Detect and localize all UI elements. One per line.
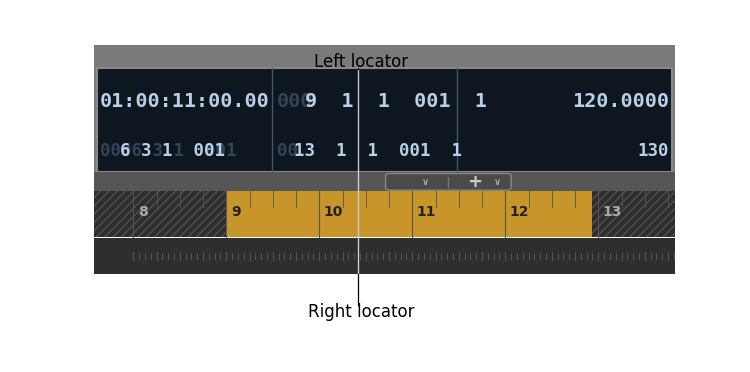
- Bar: [94, 191, 675, 237]
- Text: 00: 00: [277, 142, 298, 160]
- Text: 9: 9: [231, 205, 241, 219]
- Bar: [226, 191, 592, 237]
- Text: 9  1  1  001  1: 9 1 1 001 1: [304, 92, 487, 112]
- Bar: [94, 45, 675, 176]
- Text: Left locator: Left locator: [314, 53, 408, 71]
- Bar: [592, 191, 675, 237]
- Text: 8: 8: [138, 205, 148, 219]
- Bar: [94, 191, 226, 237]
- Text: 12: 12: [510, 205, 530, 219]
- Text: 000: 000: [277, 92, 314, 112]
- Text: 13: 13: [603, 205, 622, 219]
- Text: 0006 3 1  001: 0006 3 1 001: [100, 142, 236, 160]
- Text: 6 3 1  001: 6 3 1 001: [121, 142, 226, 160]
- Text: 11: 11: [417, 205, 436, 219]
- Text: ∨: ∨: [494, 177, 501, 187]
- Text: 10: 10: [324, 205, 344, 219]
- Text: ∨: ∨: [422, 177, 429, 187]
- Text: +: +: [467, 173, 482, 190]
- FancyBboxPatch shape: [386, 173, 511, 190]
- Text: 01:00:11:00.00: 01:00:11:00.00: [100, 92, 269, 112]
- Text: 13  1  1  001  1: 13 1 1 001 1: [294, 142, 462, 160]
- Text: 130: 130: [638, 142, 669, 160]
- Bar: [94, 172, 675, 191]
- Text: Right locator: Right locator: [308, 304, 414, 321]
- Bar: [94, 238, 675, 274]
- Text: 120.0000: 120.0000: [572, 92, 669, 112]
- Bar: [97, 68, 672, 172]
